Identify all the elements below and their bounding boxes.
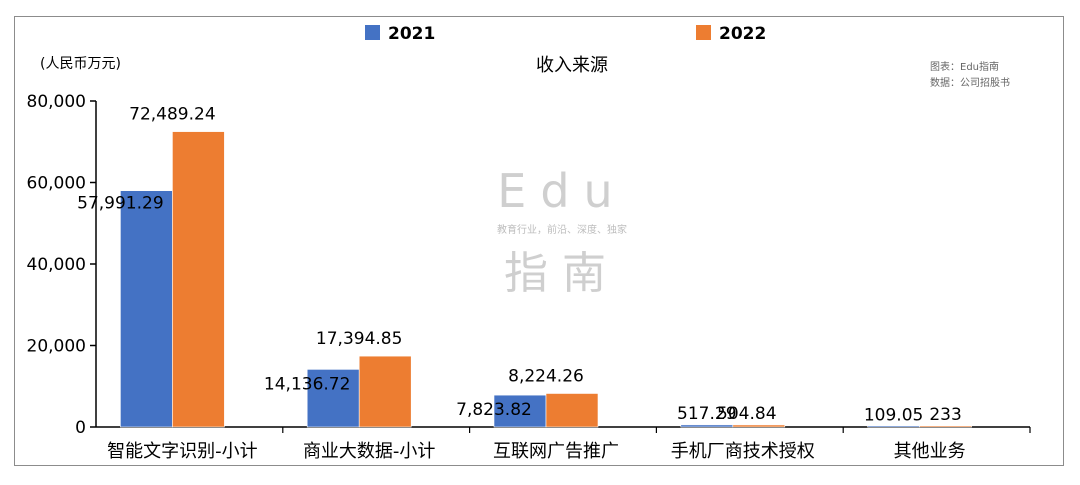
data-label-2022-3: 8,224.26 (508, 366, 584, 386)
axes: 0 20,000 40,000 60,000 80,000 智能文字识别-小计 商业大数据-… (27, 92, 1031, 462)
unit-label: (人民币万元) (40, 56, 121, 72)
bars (120, 131, 972, 428)
data-label-2022-1: 72,489.24 (129, 105, 216, 125)
bar-2021-1 (120, 190, 173, 428)
watermark: Edu 教育行业，前沿、深度、独家 指南 (497, 164, 627, 299)
data-label-2022-2: 17,394.85 (316, 329, 403, 349)
y-tick-label: 20,000 (27, 337, 86, 357)
bar-2022-4 (732, 424, 786, 428)
source-credit: 图表：Edu指南 (930, 60, 999, 73)
x-tick-label: 互联网广告推广 (493, 441, 619, 462)
data-label-2021-4: 517.29 (677, 404, 736, 424)
x-tick-label: 商业大数据-小计 (303, 441, 436, 462)
watermark-tagline: 教育行业，前沿、深度、独家 (497, 223, 627, 236)
bar-2022-5 (919, 425, 972, 428)
data-label-2022-4: 504.84 (717, 404, 776, 424)
y-tick-label: 80,000 (27, 92, 86, 112)
data-label-2021-5: 109.05 (864, 406, 923, 426)
x-tick-label: 手机厂商技术授权 (671, 441, 815, 462)
data-label-2021-2: 14,136.72 (264, 374, 351, 394)
bar-2021-5 (867, 425, 920, 428)
bar-2022-1 (172, 131, 225, 428)
chart-title: 收入来源 (536, 55, 608, 76)
watermark-top: Edu (497, 164, 626, 218)
data-label-2022-5: 233 (929, 405, 961, 425)
legend-label-2021: 2021 (388, 24, 435, 44)
data-label-2021-3: 7,823.82 (456, 400, 532, 420)
legend-swatch-2021 (365, 25, 380, 40)
data-label-2021-1: 57,991.29 (77, 194, 164, 214)
legend: 2021 2022 (365, 24, 766, 44)
bar-2022-3 (545, 393, 599, 428)
source-data: 数据：公司招股书 (930, 76, 1010, 89)
bar-2021-3 (493, 394, 547, 428)
x-tick-label: 智能文字识别-小计 (107, 441, 258, 462)
legend-swatch-2022 (696, 25, 711, 40)
bar-2021-4 (680, 424, 734, 428)
y-tick-label: 0 (75, 418, 86, 438)
data-labels: 57,991.29 72,489.24 14,136.72 17,394.85 7,82… (77, 105, 962, 426)
watermark-bottom: 指南 (504, 248, 620, 299)
y-tick-label: 60,000 (27, 174, 86, 194)
x-tick-label: 其他业务 (894, 441, 966, 462)
legend-label-2022: 2022 (719, 24, 766, 44)
y-tick-label: 40,000 (27, 255, 86, 275)
bar-2022-2 (358, 355, 412, 428)
bar-2021-2 (306, 369, 360, 428)
